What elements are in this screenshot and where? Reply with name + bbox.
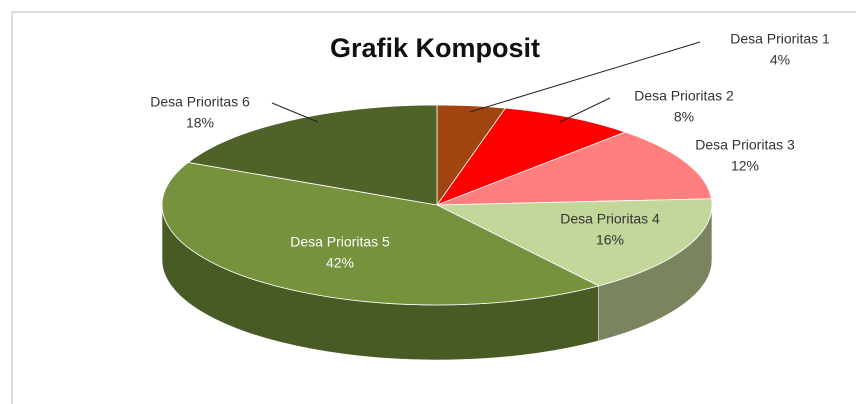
leader-line: [559, 97, 611, 123]
slice-label: Desa Prioritas 1: [730, 31, 830, 47]
leader-line: [271, 102, 319, 123]
slice-value-label: 42%: [326, 255, 354, 271]
slice-label: Desa Prioritas 4: [560, 211, 660, 227]
slice: [436, 198, 713, 287]
slice: [436, 131, 712, 206]
slice: [161, 161, 600, 306]
slice-label: Desa Prioritas 2: [634, 88, 734, 104]
slice-value-label: 18%: [186, 115, 214, 131]
slice: [187, 104, 438, 206]
chart-title: Grafik Komposit: [330, 33, 540, 63]
slice-value-label: 8%: [674, 109, 694, 125]
slice-label: Desa Prioritas 5: [290, 234, 390, 250]
leader-line: [469, 41, 701, 113]
slice-value-label: 4%: [770, 52, 790, 68]
slice-label: Desa Prioritas 3: [695, 137, 795, 153]
slice-value-label: 16%: [596, 232, 624, 248]
slice-value-label: 12%: [731, 158, 759, 174]
slice-label: Desa Prioritas 6: [150, 94, 250, 110]
